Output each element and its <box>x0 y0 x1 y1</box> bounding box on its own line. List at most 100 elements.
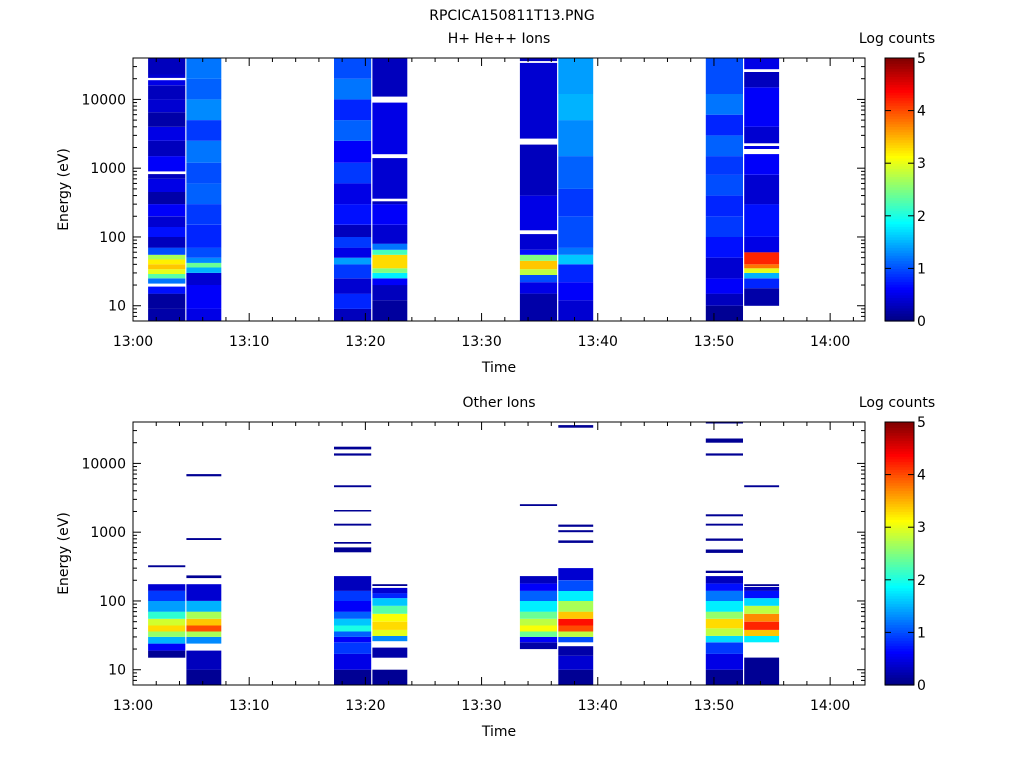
colorbar-swatch <box>885 160 914 164</box>
colorbar-swatch <box>885 645 914 649</box>
heatmap-cell <box>744 613 780 622</box>
colorbar-swatch <box>885 310 914 314</box>
colorbar-swatch <box>885 144 914 149</box>
x-axis-label: Time <box>481 360 516 376</box>
heatmap-cell <box>372 300 408 321</box>
heatmap-cell <box>148 611 186 619</box>
colorbar-swatch <box>885 598 914 602</box>
heatmap-cell <box>705 216 743 237</box>
colorbar-label: Log counts <box>859 395 935 411</box>
colorbar-tick-label: 4 <box>917 468 926 484</box>
colorbar-tick-label: 3 <box>917 156 926 172</box>
colorbar-swatch <box>885 500 914 505</box>
colorbar-swatch <box>885 537 914 541</box>
colorbar-swatch <box>885 637 914 641</box>
colorbar-tick-label: 5 <box>917 415 926 431</box>
heatmap-cell <box>186 257 222 263</box>
colorbar-swatch <box>885 142 914 146</box>
heatmap-cell <box>334 162 372 184</box>
colorbar-tick-label: 5 <box>917 51 926 67</box>
heatmap-cell <box>744 605 780 614</box>
heatmap-cell <box>148 237 186 248</box>
colorbar-swatch <box>885 281 914 285</box>
heatmap-cell <box>186 669 222 685</box>
heatmap-cell <box>705 583 743 591</box>
heatmap-cell <box>558 425 594 428</box>
colorbar-swatch <box>885 587 914 591</box>
colorbar-swatch <box>885 511 914 515</box>
colorbar-swatch <box>885 292 914 296</box>
colorbar-swatch <box>885 297 914 301</box>
colorbar-swatch <box>885 234 914 238</box>
y-axis-label: Energy (eV) <box>56 512 72 595</box>
heatmap-cell <box>334 257 372 265</box>
colorbar-swatch <box>885 550 914 555</box>
colorbar-swatch <box>885 228 914 233</box>
heatmap-cell <box>519 590 558 601</box>
colorbar-swatch <box>885 487 914 491</box>
colorbar-swatch <box>885 443 914 447</box>
colorbar-tick-label: 1 <box>917 625 926 641</box>
heatmap-cell <box>372 158 408 199</box>
heatmap-cell <box>334 120 372 141</box>
colorbar-swatch <box>885 84 914 88</box>
heatmap-cell <box>744 87 780 127</box>
heatmap-cell <box>744 268 780 273</box>
colorbar-swatch <box>885 165 914 170</box>
colorbar-swatch <box>885 677 914 681</box>
y-tick-label: 10000 <box>81 456 126 472</box>
colorbar-swatch <box>885 461 914 465</box>
heatmap-cell <box>744 174 780 205</box>
heatmap-cell <box>519 195 558 231</box>
colorbar-swatch <box>885 448 914 452</box>
heatmap-cell <box>334 576 372 591</box>
colorbar-swatch <box>885 186 914 191</box>
heatmap-cell <box>705 514 743 517</box>
heatmap-cell <box>519 269 558 275</box>
colorbar-swatch <box>885 679 914 683</box>
colorbar-swatch <box>885 215 914 220</box>
colorbar-swatch <box>885 464 914 468</box>
heatmap-cell <box>705 305 743 321</box>
colorbar-swatch <box>885 669 914 673</box>
heatmap-cell <box>558 618 594 626</box>
y-tick-label: 1000 <box>90 161 126 177</box>
heatmap-cell <box>372 647 408 658</box>
heatmap-cell <box>186 611 222 619</box>
heatmap-cell <box>186 204 222 225</box>
heatmap-cell <box>744 72 780 88</box>
colorbar-swatch <box>885 653 914 657</box>
colorbar-swatch <box>885 123 914 127</box>
heatmap-cell <box>705 590 743 601</box>
colorbar-swatch <box>885 71 914 75</box>
plot-frame <box>132 57 866 322</box>
colorbar-swatch <box>885 632 914 636</box>
colorbar-swatch <box>885 564 914 568</box>
heatmap-cell <box>372 102 408 155</box>
colorbar-swatch <box>885 529 914 534</box>
heatmap-cell <box>148 625 186 632</box>
heatmap-cell <box>558 669 594 685</box>
colorbar-swatch <box>885 97 914 101</box>
heatmap-cell <box>705 438 743 443</box>
heatmap-cell <box>186 538 222 540</box>
heatmap-cell <box>519 583 558 591</box>
heatmap-cell <box>705 611 743 619</box>
heatmap-cell <box>148 192 186 205</box>
colorbar-swatch <box>885 68 914 72</box>
colorbar-swatch <box>885 469 914 473</box>
x-tick-label: 13:50 <box>694 698 734 714</box>
colorbar-swatch <box>885 490 914 494</box>
heatmap-cell <box>334 611 372 619</box>
colorbar-swatch <box>885 477 914 481</box>
heatmap-cell <box>334 204 372 225</box>
x-tick-label: 14:00 <box>810 698 850 714</box>
colorbar-swatch <box>885 450 914 455</box>
heatmap-cell <box>372 272 408 279</box>
heatmap-cell <box>519 254 558 261</box>
colorbar-swatch <box>885 181 914 185</box>
heatmap-cell <box>519 601 558 612</box>
heatmap-cell <box>148 643 186 651</box>
heatmap-cell <box>148 565 186 568</box>
